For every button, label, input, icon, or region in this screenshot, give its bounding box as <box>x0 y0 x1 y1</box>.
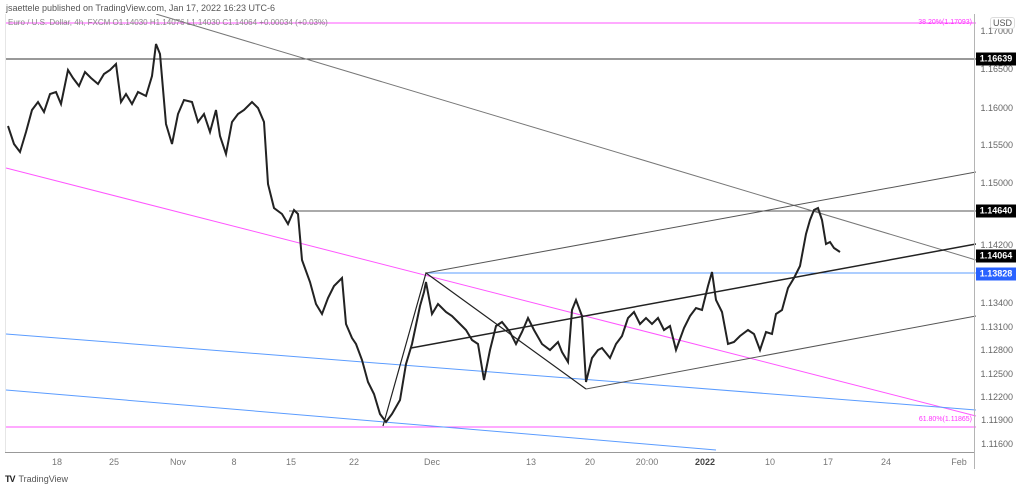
y-tick: 1.12200 <box>980 392 1013 402</box>
x-tick: Nov <box>169 457 187 467</box>
x-tick: 13 <box>525 457 537 467</box>
x-tick: 24 <box>880 457 892 467</box>
x-tick: 17 <box>822 457 834 467</box>
x-tick: Feb <box>951 457 967 467</box>
tradingview-logo-icon: TV <box>5 474 15 484</box>
time-axis[interactable]: 18 25 Nov 8 15 22 Dec 13 20 20:00 2022 1… <box>5 452 974 471</box>
channel-top <box>425 171 976 274</box>
x-tick: 15 <box>285 457 297 467</box>
tradingview-footer[interactable]: TV TradingView <box>5 474 68 484</box>
price-label-113828: 1.13828 <box>976 267 1016 281</box>
publisher-caption: jsaettele published on TradingView.com, … <box>6 3 276 13</box>
fib-38-label: 38.20%(1.17093) <box>918 19 972 26</box>
y-tick: 1.13400 <box>980 298 1013 308</box>
price-series <box>7 43 841 424</box>
x-tick: 22 <box>348 457 360 467</box>
last-price-label: 1.14064 <box>976 249 1016 263</box>
x-tick: Dec <box>423 457 441 467</box>
brand-label: TradingView <box>18 474 69 484</box>
y-tick: 1.12500 <box>980 369 1013 379</box>
x-tick-year: 2022 <box>694 457 716 467</box>
x-tick: 8 <box>231 457 237 467</box>
channel-bottom <box>585 315 976 390</box>
fib-61-label: 61.80%(1.11865) <box>918 416 972 423</box>
x-tick: 20:00 <box>635 457 659 467</box>
y-tick: 1.13100 <box>980 322 1013 332</box>
y-tick: 1.15500 <box>980 140 1013 150</box>
x-tick: 18 <box>51 457 63 467</box>
y-tick: 1.12800 <box>980 345 1013 355</box>
y-tick: 1.17000 <box>980 26 1013 36</box>
pattern-legs <box>382 272 587 427</box>
magenta-trendline <box>6 167 976 417</box>
price-axis[interactable]: 1.17000 1.16500 1.16000 1.15500 1.15000 … <box>974 14 1017 469</box>
price-plot <box>6 14 976 451</box>
descending-trendline <box>155 14 976 261</box>
median-line <box>410 243 976 349</box>
y-tick: 1.15000 <box>980 178 1013 188</box>
symbol-ohlc-legend: Euro / U.S. Dollar, 4h, FXCM O1.14030 H1… <box>8 18 328 27</box>
y-tick: 1.11600 <box>981 439 1013 449</box>
chart-pane[interactable]: 38.20%(1.17093) 61.80%(1.11865) <box>5 14 976 452</box>
y-tick: 1.16000 <box>980 103 1013 113</box>
x-tick: 10 <box>764 457 776 467</box>
y-tick: 1.11900 <box>981 415 1013 425</box>
blue-channel-lower <box>6 389 717 451</box>
x-tick: 25 <box>108 457 120 467</box>
price-label-114640: 1.14640 <box>976 204 1016 218</box>
blue-channel-upper <box>6 333 976 411</box>
currency-badge[interactable]: USD <box>990 17 1016 29</box>
y-tick: 1.16500 <box>980 64 1013 74</box>
x-tick: 20 <box>584 457 596 467</box>
price-label-116639: 1.16639 <box>976 52 1016 66</box>
y-tick: 1.14200 <box>980 240 1013 250</box>
